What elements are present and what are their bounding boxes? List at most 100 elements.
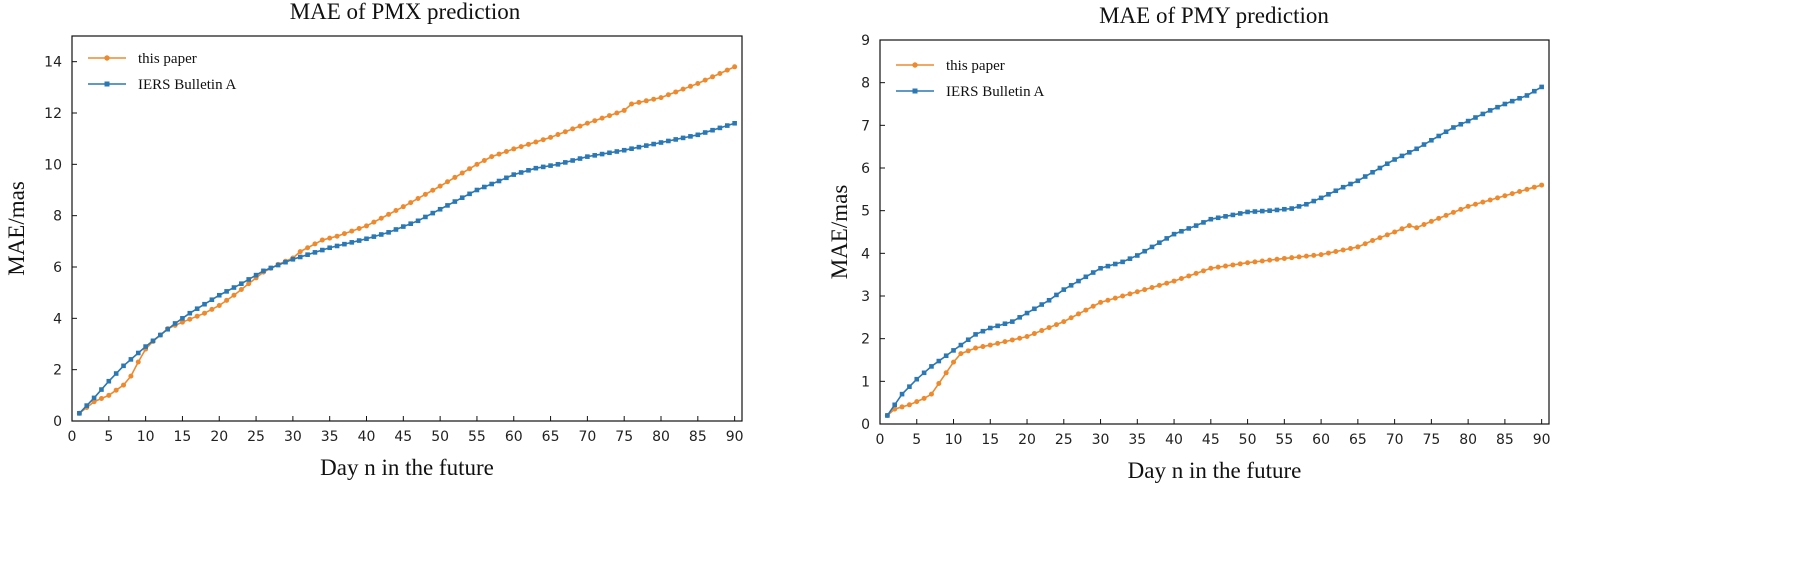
data-point [1157, 240, 1162, 245]
x-axis-label: Day n in the future [1128, 458, 1302, 483]
data-point [1340, 184, 1346, 190]
y-axis-label: MAE/mas [827, 185, 852, 280]
data-point [1318, 195, 1324, 201]
data-point [106, 392, 112, 398]
legend-label: IERS Bulletin A [138, 77, 237, 93]
data-point [599, 115, 605, 121]
data-point [342, 241, 347, 247]
data-point [1539, 84, 1544, 90]
data-point [98, 396, 104, 402]
data-point [1333, 188, 1339, 194]
data-point [518, 170, 524, 175]
data-point [128, 373, 134, 379]
y-tick-label: 5 [861, 204, 870, 220]
data-point [1495, 104, 1500, 110]
data-point [1179, 228, 1184, 234]
data-point [658, 95, 664, 101]
y-tick-label: 10 [44, 157, 62, 173]
data-point [121, 382, 127, 388]
data-point [1318, 252, 1324, 258]
data-point [1039, 328, 1045, 334]
data-point [1274, 207, 1280, 213]
data-point [474, 161, 480, 167]
data-point [1252, 259, 1258, 265]
data-point [334, 233, 340, 239]
data-point [680, 86, 686, 92]
data-point [1142, 248, 1147, 254]
data-point [1399, 153, 1405, 159]
data-point [1311, 198, 1317, 204]
data-point [77, 411, 82, 416]
data-point [1421, 222, 1427, 228]
data-point [378, 232, 384, 237]
data-point [592, 118, 598, 124]
data-point [607, 150, 612, 156]
data-point [1193, 223, 1199, 228]
data-point [958, 351, 964, 357]
data-point [1142, 287, 1148, 293]
data-point [143, 344, 148, 349]
data-point [459, 195, 465, 200]
data-point [584, 120, 590, 126]
legend-label: IERS Bulletin A [946, 84, 1045, 100]
data-point [386, 211, 392, 217]
data-point [1245, 209, 1250, 215]
data-point [1289, 255, 1295, 261]
data-point [1245, 260, 1251, 266]
y-tick-label: 2 [53, 363, 62, 379]
data-point [180, 316, 185, 321]
data-point [121, 363, 126, 369]
data-point [444, 179, 450, 185]
data-point [1259, 258, 1265, 264]
data-point [209, 297, 215, 303]
data-point [187, 316, 193, 322]
chart-title: MAE of PMX prediction [290, 0, 521, 24]
data-point [724, 67, 730, 73]
data-point [84, 403, 90, 408]
data-point [899, 391, 905, 397]
data-point [1215, 215, 1221, 221]
data-point [467, 166, 473, 172]
data-point [319, 237, 325, 243]
data-point [113, 371, 119, 376]
data-point [702, 130, 708, 135]
data-point [673, 89, 679, 95]
data-point [179, 319, 185, 325]
data-point [980, 344, 986, 350]
data-point [525, 141, 531, 147]
data-point [1480, 199, 1486, 205]
data-point [1112, 261, 1118, 267]
legend-marker [912, 62, 918, 68]
data-point [312, 241, 318, 247]
data-point [665, 92, 671, 98]
legend-marker [912, 88, 918, 94]
x-tick-label: 85 [1496, 432, 1514, 448]
data-point [172, 321, 178, 326]
data-point [621, 147, 627, 153]
data-point [651, 96, 657, 102]
y-tick-label: 8 [53, 209, 62, 225]
data-point [1164, 236, 1170, 241]
data-point [1230, 262, 1236, 268]
x-tick-label: 50 [1239, 432, 1257, 448]
data-point [658, 140, 664, 145]
data-point [216, 303, 222, 308]
data-point [1120, 293, 1126, 299]
data-point [1171, 231, 1177, 237]
data-point [1392, 229, 1398, 235]
data-point [158, 332, 163, 338]
x-tick-label: 15 [174, 429, 192, 445]
y-tick-label: 6 [53, 260, 62, 276]
data-point [327, 235, 333, 241]
data-point [518, 144, 524, 150]
data-point [1098, 265, 1103, 271]
data-point [1237, 211, 1243, 216]
data-point [1031, 331, 1037, 337]
y-tick-label: 4 [53, 311, 62, 327]
data-point [1326, 192, 1331, 197]
data-point [651, 141, 656, 147]
data-point [636, 99, 642, 105]
data-point [297, 249, 303, 255]
x-tick-label: 65 [1349, 432, 1367, 448]
data-point [1127, 291, 1133, 297]
